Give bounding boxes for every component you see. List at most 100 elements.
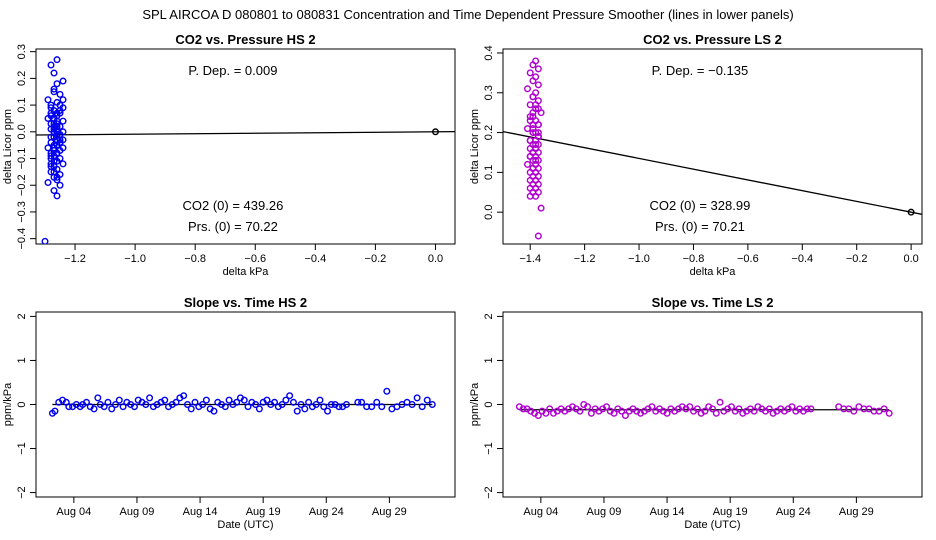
slope-time-hs-point <box>252 401 260 409</box>
slope-time-hs-point <box>305 398 313 406</box>
co2-pressure-ls-xtick-label: −1.0 <box>628 253 650 265</box>
co2-pressure-hs-point <box>53 149 61 157</box>
slope-time-ls-point <box>712 409 720 417</box>
co2-pressure-ls-point <box>529 125 537 133</box>
co2-pressure-ls-xlabel: delta kPa <box>690 266 737 278</box>
co2-pressure-ls-ylabel: delta Licor ppm <box>469 109 481 184</box>
co2-pressure-ls-xtick-label: −0.4 <box>791 253 813 265</box>
slope-time-hs-xtick-label: Aug 24 <box>309 506 344 518</box>
slope-time-hs-point <box>65 403 73 411</box>
co2-pressure-hs-point <box>53 109 61 117</box>
slope-time-ls-point <box>610 409 618 417</box>
panels: CO2 vs. Pressure HS 2 −1.2 −1.0 −0.8 −0.6 −0.… <box>2 32 923 531</box>
slope-time-ls-xtick-label: Aug 24 <box>776 506 811 518</box>
co2-pressure-ls-point <box>526 113 534 121</box>
slope-time-hs-point <box>278 401 286 409</box>
slope-time-hs-point <box>146 394 154 402</box>
slope-time-hs-point <box>82 398 90 406</box>
co2-pressure-ls-xtick-label: −0.8 <box>683 253 705 265</box>
co2-pressure-ls-xtick-label: −1.2 <box>574 253 596 265</box>
co2-pressure-ls-title: CO2 vs. Pressure LS 2 <box>643 32 782 47</box>
co2-pressure-ls-point <box>532 156 540 164</box>
slope-time-hs-point <box>342 401 350 409</box>
co2-pressure-ls-panel: CO2 vs. Pressure LS 2 −1.4 −1.2 −1.0 −0.8 −0.… <box>469 32 923 278</box>
slope-time-hs-point <box>225 396 233 404</box>
slope-time-hs-point <box>301 405 309 413</box>
slope-time-ls-point <box>709 405 717 413</box>
slope-time-ls-point <box>850 407 858 415</box>
slope-time-ls-xlabel: Date (UTC) <box>684 519 740 531</box>
co2-pressure-ls-point <box>532 160 540 168</box>
slope-time-hs-point <box>187 405 195 413</box>
co2-pressure-ls-ytick-label: 0.4 <box>483 45 495 60</box>
co2-pressure-ls-point <box>529 93 537 101</box>
slope-time-hs-xtick-label: Aug 09 <box>120 506 155 518</box>
slope-time-hs-panel: Slope vs. Time HS 2 Aug 04 Aug 09 Aug 14 Aug… <box>2 295 456 531</box>
slope-time-hs-xtick-label: Aug 19 <box>246 506 281 518</box>
co2-pressure-hs-point <box>47 152 55 160</box>
co2-pressure-hs-point <box>44 96 52 104</box>
slope-time-ls-point <box>727 403 735 411</box>
co2-pressure-ls-point <box>523 85 531 93</box>
co2-pressure-hs-point <box>47 61 55 69</box>
co2-pressure-hs-point <box>56 138 64 146</box>
slope-time-hs-plot-area <box>48 387 436 417</box>
slope-time-ls-point <box>542 409 550 417</box>
co2-pressure-ls-ytick-label: 0.1 <box>483 165 495 180</box>
slope-time-hs-point <box>112 401 120 409</box>
slope-time-hs-title: Slope vs. Time HS 2 <box>184 295 307 310</box>
slope-time-ls-point <box>663 409 671 417</box>
slope-time-hs-xtick-label: Aug 04 <box>56 506 91 518</box>
co2-pressure-ls-point <box>532 101 540 109</box>
co2-pressure-hs-plot-frame <box>35 48 456 245</box>
co2-pressure-ls-plot-frame <box>502 48 923 245</box>
slope-time-ls-point <box>519 405 527 413</box>
slope-time-hs-point <box>172 398 180 406</box>
slope-time-ls-panel: Slope vs. Time LS 2 Aug 04 Aug 09 Aug 14 Aug… <box>469 295 923 531</box>
slope-time-ls-point <box>803 405 811 413</box>
slope-time-hs-point <box>221 403 229 411</box>
slope-time-hs-point <box>418 403 426 411</box>
co2-pressure-ls-zero-point <box>907 208 915 216</box>
slope-time-hs-ytick-label: 0 <box>16 401 28 407</box>
co2-pressure-ls-point <box>526 69 534 77</box>
slope-time-ls-plot-area <box>515 398 893 420</box>
slope-time-hs-point <box>104 398 112 406</box>
slope-time-ls-point <box>584 403 592 411</box>
slope-time-ls-ytick-label: −1 <box>483 442 495 455</box>
co2-pressure-hs-point <box>59 117 67 125</box>
co2-pressure-ls-xtick-label: 0.0 <box>903 253 918 265</box>
co2-pressure-ls-xtick-label: −0.2 <box>846 253 868 265</box>
slope-time-ls-point <box>885 409 893 417</box>
slope-time-ls-xtick-label: Aug 29 <box>839 506 874 518</box>
co2-pressure-hs-point <box>56 136 64 144</box>
co2-pressure-hs-zero-point <box>431 128 439 136</box>
co2-pressure-hs-point <box>47 112 55 120</box>
co2-pressure-ls-point <box>534 133 542 141</box>
co2-pressure-hs-point <box>56 181 64 189</box>
slope-time-hs-point <box>324 407 332 415</box>
co2-pressure-hs-ytick-label: 0.3 <box>16 44 28 59</box>
co2-pressure-hs-xtick-label: 0.0 <box>428 253 443 265</box>
co2-pressure-hs-xtick-label: −0.2 <box>365 253 387 265</box>
slope-time-hs-point <box>130 403 138 411</box>
co2-pressure-hs-point <box>41 237 49 244</box>
slope-time-ls-point <box>880 405 888 413</box>
co2-pressure-hs-point <box>47 163 55 171</box>
slope-time-hs-point <box>413 394 421 402</box>
co2-pressure-hs-point <box>50 144 58 152</box>
co2-pressure-ls-ytick-label: 0.3 <box>483 85 495 100</box>
slope-time-hs-point <box>358 398 366 406</box>
slope-time-ls-ytick-label: −2 <box>483 486 495 499</box>
slope-time-hs-point <box>240 396 248 404</box>
co2-pressure-ls-xtick-label: −0.6 <box>737 253 759 265</box>
slope-time-ls-point <box>576 407 584 415</box>
slope-time-ls-point <box>648 403 656 411</box>
co2-pressure-hs-point <box>44 144 52 152</box>
slope-time-ls-point <box>750 407 758 415</box>
co2-pressure-hs-point <box>53 157 61 165</box>
slope-time-ls-ytick-label: 0 <box>483 401 495 407</box>
slope-time-hs-point <box>94 394 102 402</box>
co2-pressure-ls-point <box>534 232 542 240</box>
